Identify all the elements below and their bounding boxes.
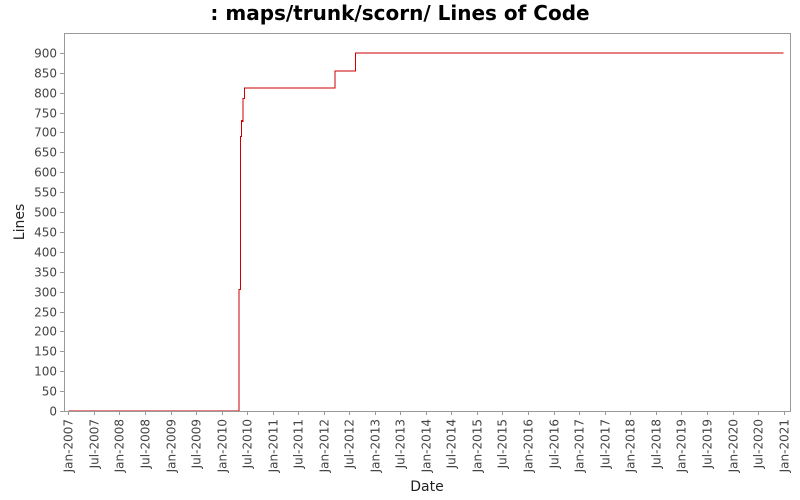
- x-tick-label: Jul-2020: [752, 419, 766, 469]
- x-tick-label: Jul-2014: [445, 419, 459, 469]
- x-tick-label: Jan-2019: [675, 419, 689, 473]
- x-axis-title: Date: [410, 479, 443, 495]
- y-tick-label: 450: [34, 226, 57, 240]
- x-tick-label: Jul-2018: [650, 419, 664, 469]
- x-tick-label: Jan-2013: [369, 419, 383, 473]
- x-tick-label: Jan-2014: [420, 419, 434, 473]
- x-tick-label: Jul-2009: [190, 419, 204, 469]
- x-tick-label: Jan-2016: [522, 419, 536, 473]
- y-tick-label: 500: [34, 206, 57, 220]
- x-tick-label: Jul-2007: [88, 419, 102, 469]
- x-tick-label: Jan-2010: [216, 419, 230, 473]
- y-tick-label: 800: [34, 87, 57, 101]
- x-tick-label: Jan-2007: [62, 419, 76, 473]
- y-tick-label: 750: [34, 107, 57, 121]
- y-tick-label: 850: [34, 67, 57, 81]
- y-tick-label: 700: [34, 126, 57, 140]
- y-tick-label: 150: [34, 345, 57, 359]
- chart-title: : maps/trunk/scorn/ Lines of Code: [210, 1, 590, 25]
- x-tick-label: Jan-2018: [624, 419, 638, 473]
- x-tick-label: Jul-2017: [599, 419, 613, 469]
- x-tick-label: Jul-2019: [701, 419, 715, 469]
- x-tick-label: Jul-2008: [139, 419, 153, 469]
- y-tick-label: 600: [34, 166, 57, 180]
- x-tick-label: Jan-2015: [471, 419, 485, 473]
- x-tick-label: Jan-2020: [727, 419, 741, 473]
- x-axis-ticks: Jan-2007 Jul-2007 Jan-2008 Jul-2008 Jan-2009…: [62, 411, 792, 473]
- y-tick-label: 250: [34, 306, 57, 320]
- y-tick-label: 350: [34, 266, 57, 280]
- x-tick-label: Jan-2008: [113, 419, 127, 473]
- x-tick-label: Jul-2013: [394, 419, 408, 469]
- plot-background: [64, 33, 790, 411]
- x-tick-label: Jan-2009: [165, 419, 179, 473]
- y-tick-label: 650: [34, 146, 57, 160]
- x-tick-label: Jan-2021: [778, 419, 792, 473]
- x-tick-label: Jan-2017: [573, 419, 587, 473]
- x-tick-label: Jan-2012: [318, 419, 332, 473]
- y-tick-label: 300: [34, 286, 57, 300]
- y-tick-label: 200: [34, 325, 57, 339]
- x-tick-label: Jul-2015: [496, 419, 510, 469]
- x-tick-label: Jan-2011: [267, 419, 281, 473]
- y-tick-label: 100: [34, 365, 57, 379]
- y-tick-label: 0: [49, 405, 57, 419]
- x-tick-label: Jul-2016: [548, 419, 562, 469]
- y-tick-label: 550: [34, 186, 57, 200]
- y-axis-ticks: 0 50 100 150 200 250 300 350 400 450 500 550 600 650 7…: [34, 47, 64, 419]
- plot-frame: [64, 33, 791, 412]
- x-tick-label: Jul-2011: [292, 419, 306, 469]
- series-line-0: [68, 52, 784, 412]
- y-tick-label: 50: [42, 385, 57, 399]
- x-tick-label: Jul-2012: [343, 419, 357, 469]
- series-layer: [68, 52, 784, 412]
- x-tick-label: Jul-2010: [241, 419, 255, 469]
- y-axis-title: Lines: [12, 204, 28, 240]
- y-tick-label: 400: [34, 246, 57, 260]
- y-tick-label: 900: [34, 47, 57, 61]
